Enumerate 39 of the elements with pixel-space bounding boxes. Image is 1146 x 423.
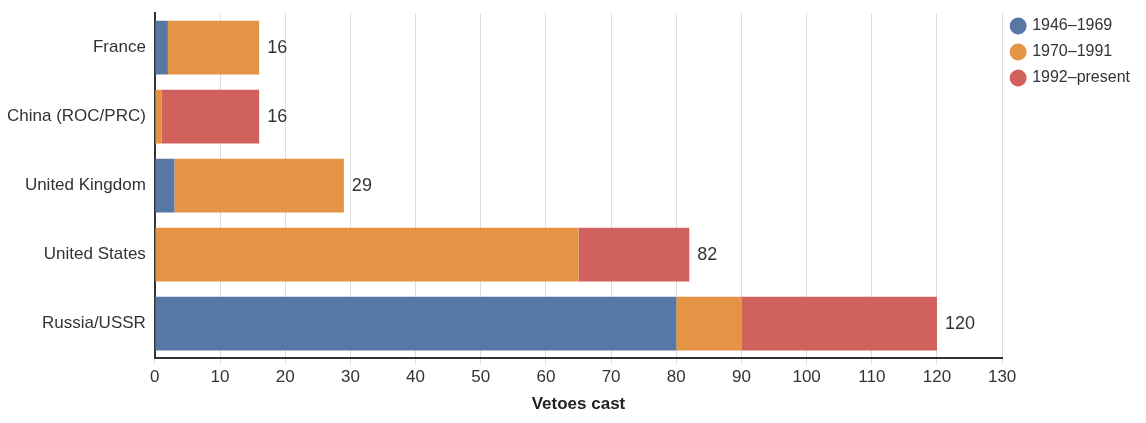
bar: [155, 89, 162, 144]
bar: [167, 20, 260, 75]
x-tick-label: 90: [731, 367, 751, 387]
x-tick-label: 10: [210, 367, 230, 387]
x-tick-label: 0: [150, 367, 160, 387]
bar: [676, 296, 742, 351]
x-tick-label: 40: [406, 367, 426, 387]
x-tick-label: 30: [340, 367, 360, 387]
x-tick-label: 80: [666, 367, 686, 387]
y-tick-label: United Kingdom: [24, 175, 146, 195]
bar: [155, 20, 168, 75]
y-tick-label: France: [92, 37, 146, 57]
x-tick-label: 120: [922, 367, 952, 387]
x-tick-label: 50: [471, 367, 491, 387]
x-tick-label: 20: [275, 367, 295, 387]
bar: [578, 227, 690, 282]
total-label: 82: [697, 243, 718, 264]
bar: [155, 296, 677, 351]
bar: [174, 158, 344, 213]
x-tick-label: 60: [536, 367, 556, 387]
x-tick-label: 110: [858, 367, 886, 387]
y-tick-label: China (ROC/PRC): [7, 106, 146, 126]
total-label: 16: [267, 36, 288, 57]
bar: [741, 296, 937, 351]
y-tick-label: Russia/USSR: [41, 313, 146, 333]
total-label: 120: [944, 312, 976, 333]
x-tick-label: 100: [792, 367, 821, 387]
x-axis-title: Vetoes cast: [531, 394, 626, 414]
total-label: 29: [351, 174, 372, 195]
x-tick-label: 70: [601, 367, 621, 387]
bar: [155, 158, 175, 213]
bar: [161, 89, 260, 144]
legend-label: 1970–1991: [1032, 42, 1113, 60]
y-tick-label: United States: [43, 244, 146, 264]
bar: [155, 227, 579, 282]
legend-label: 1946–1969: [1032, 16, 1113, 34]
x-tick-label: 130: [987, 367, 1017, 387]
total-label: 16: [267, 105, 288, 126]
legend-label: 1992–present: [1032, 68, 1131, 86]
